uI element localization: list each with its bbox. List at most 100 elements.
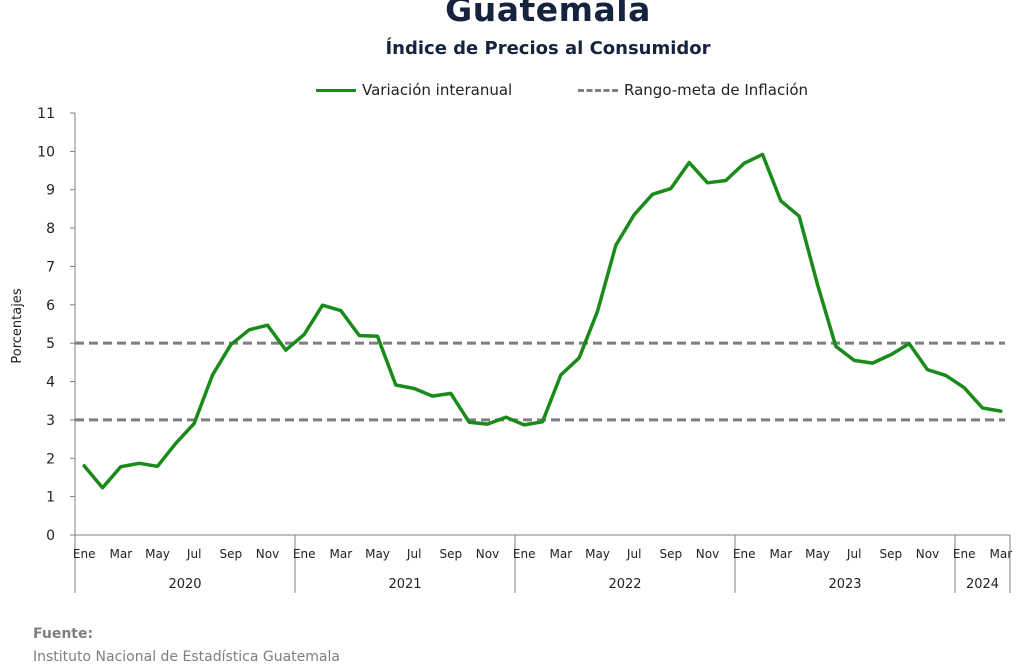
data-point bbox=[889, 353, 893, 356]
data-point bbox=[651, 193, 654, 196]
data-point bbox=[779, 199, 783, 203]
year-label: 2024 bbox=[966, 577, 999, 592]
legend-swatch-solid bbox=[316, 88, 356, 92]
data-point bbox=[687, 161, 691, 164]
data-point bbox=[394, 383, 398, 387]
data-point bbox=[724, 179, 728, 182]
data-point bbox=[761, 153, 764, 156]
data-point bbox=[504, 416, 508, 419]
data-point bbox=[486, 422, 489, 426]
data-point bbox=[706, 181, 709, 185]
data-point bbox=[101, 486, 104, 490]
year-label: 2023 bbox=[828, 577, 861, 592]
data-point bbox=[541, 420, 544, 424]
y-axis-label: Porcentajes bbox=[10, 288, 25, 363]
y-tick-label: 7 bbox=[46, 259, 55, 275]
y-tick-label: 5 bbox=[46, 336, 55, 352]
y-tick-label: 0 bbox=[46, 528, 55, 544]
data-point bbox=[632, 213, 636, 216]
chart-subtitle: Índice de Precios al Consumidor bbox=[385, 38, 711, 59]
data-point bbox=[669, 187, 673, 190]
data-point bbox=[119, 465, 123, 468]
month-tick-label: Nov bbox=[256, 547, 279, 561]
data-point bbox=[339, 309, 343, 312]
month-tick-label: Jul bbox=[186, 547, 201, 561]
month-tick-label: Ene bbox=[953, 547, 976, 561]
data-point bbox=[577, 356, 581, 359]
month-tick-label: Nov bbox=[476, 547, 499, 561]
month-tick-label: Sep bbox=[440, 547, 463, 561]
legend-swatch-dashed bbox=[578, 88, 618, 92]
data-point bbox=[834, 345, 838, 348]
y-tick-label: 11 bbox=[37, 106, 55, 122]
year-label: 2021 bbox=[388, 577, 421, 592]
data-point bbox=[926, 368, 929, 371]
data-point bbox=[137, 462, 141, 465]
data-point bbox=[449, 392, 453, 395]
data-point bbox=[174, 442, 178, 445]
month-tick-label: Nov bbox=[916, 547, 939, 561]
data-point bbox=[816, 283, 819, 286]
year-label: 2022 bbox=[608, 577, 641, 592]
data-point bbox=[907, 342, 911, 345]
source-label: Fuente: bbox=[33, 626, 94, 642]
month-tick-label: Jul bbox=[846, 547, 861, 561]
y-tick-label: 10 bbox=[37, 144, 55, 160]
data-point bbox=[981, 406, 984, 410]
month-tick-label: Ene bbox=[73, 547, 96, 561]
month-tick-label: May bbox=[585, 547, 610, 561]
month-tick-label: Ene bbox=[733, 547, 756, 561]
month-tick-label: Jul bbox=[406, 547, 421, 561]
month-tick-label: Sep bbox=[880, 547, 903, 561]
month-tick-label: Mar bbox=[550, 547, 573, 561]
data-point bbox=[284, 348, 288, 352]
legend-item-variacion: Variación interanual bbox=[316, 79, 512, 101]
chart-title: Guatemala bbox=[445, 0, 651, 29]
year-label: 2020 bbox=[168, 577, 201, 592]
month-tick-label: Mar bbox=[990, 547, 1013, 561]
legend-label-variacion: Variación interanual bbox=[362, 81, 513, 99]
y-tick-label: 8 bbox=[46, 221, 55, 237]
data-point bbox=[302, 333, 306, 336]
month-tick-label: Mar bbox=[330, 547, 353, 561]
data-point bbox=[156, 465, 159, 468]
data-point bbox=[596, 310, 599, 313]
data-point bbox=[559, 373, 563, 377]
month-tick-label: May bbox=[145, 547, 170, 561]
data-point bbox=[247, 328, 251, 331]
month-tick-label: Mar bbox=[770, 547, 793, 561]
data-point bbox=[467, 421, 471, 424]
data-point bbox=[266, 323, 269, 327]
month-tick-label: Sep bbox=[660, 547, 683, 561]
y-tick-label: 2 bbox=[46, 451, 55, 467]
series-line-variacion-interanual bbox=[82, 152, 1003, 490]
data-point bbox=[852, 359, 856, 362]
month-tick-label: Jul bbox=[626, 547, 641, 561]
data-point bbox=[871, 361, 874, 365]
data-point bbox=[412, 387, 416, 390]
month-tick-label: Nov bbox=[696, 547, 719, 561]
month-tick-label: Ene bbox=[513, 547, 536, 561]
data-point bbox=[999, 409, 1003, 413]
y-tick-label: 9 bbox=[46, 183, 55, 199]
y-tick-label: 6 bbox=[46, 298, 55, 314]
legend-label-rango-meta: Rango-meta de Inflación bbox=[624, 81, 809, 99]
month-tick-label: May bbox=[365, 547, 390, 561]
data-point bbox=[614, 244, 618, 247]
data-point bbox=[797, 214, 801, 218]
month-tick-label: Ene bbox=[293, 547, 316, 561]
data-point bbox=[522, 423, 526, 427]
month-tick-label: Mar bbox=[110, 547, 133, 561]
data-point bbox=[962, 386, 966, 389]
data-point bbox=[431, 394, 434, 398]
y-tick-label: 1 bbox=[46, 490, 55, 506]
data-point bbox=[321, 304, 324, 307]
data-point bbox=[192, 422, 196, 425]
y-tick-label: 4 bbox=[46, 375, 55, 391]
source-text: Instituto Nacional de Estadística Guatem… bbox=[33, 649, 340, 665]
data-point bbox=[357, 334, 361, 337]
month-tick-label: Sep bbox=[220, 547, 243, 561]
data-point bbox=[211, 373, 214, 377]
month-tick-label: May bbox=[805, 547, 830, 561]
